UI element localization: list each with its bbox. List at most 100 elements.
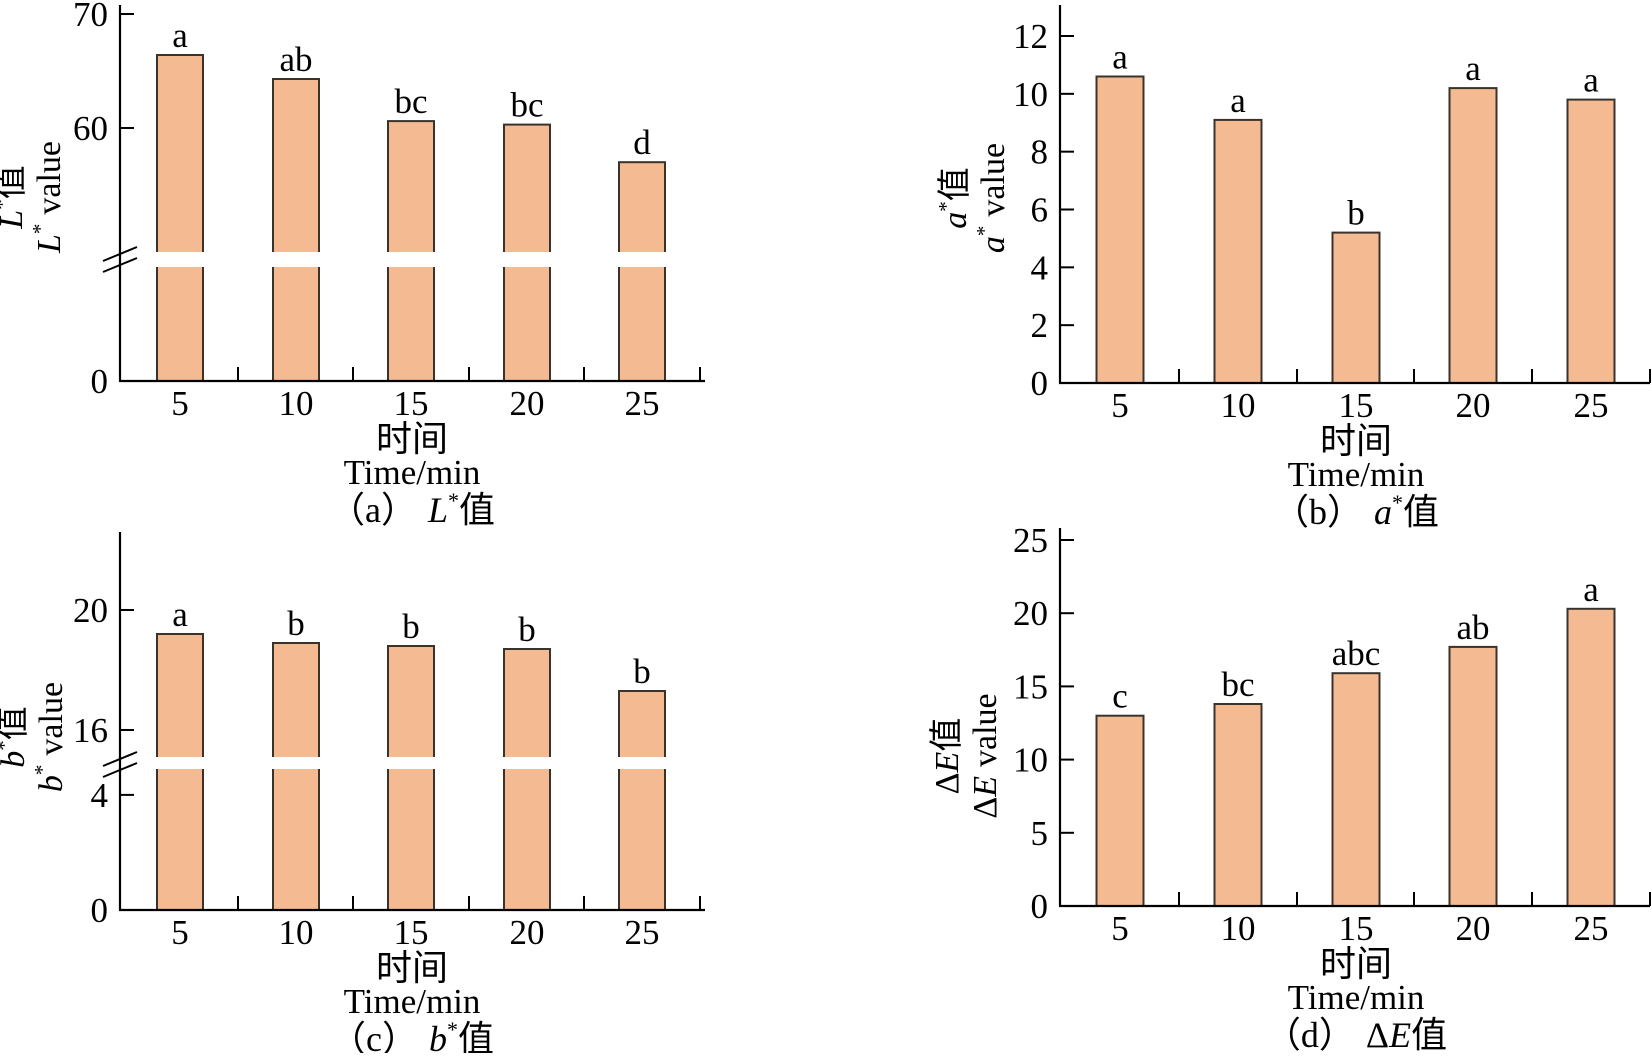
- y-tick-label: 4: [91, 776, 109, 815]
- x-tick-label: 5: [171, 384, 189, 423]
- significance-letter: bc: [1221, 665, 1254, 704]
- ylabel-en: ΔEvalue: [967, 693, 1004, 818]
- significance-letter: b: [287, 604, 305, 643]
- significance-letter: bc: [510, 86, 543, 125]
- significance-letter: a: [1112, 38, 1128, 77]
- bar: [272, 78, 320, 382]
- x-tick-label: 10: [279, 384, 314, 423]
- x-axis-label-cn: 时间: [1320, 944, 1392, 984]
- ylabel-en: a*value: [972, 143, 1012, 253]
- y-tick-label: 16: [73, 711, 108, 750]
- axis-break-glyph: [102, 246, 138, 262]
- significance-letter: a: [1465, 49, 1481, 88]
- axis-break-glyph: [102, 751, 138, 767]
- y-tick-label: 15: [1013, 667, 1048, 706]
- bar-break-gap: [501, 252, 553, 267]
- significance-letter: a: [1583, 61, 1599, 100]
- x-tick-label: 25: [625, 913, 660, 952]
- bar-break-gap: [501, 757, 553, 769]
- panel-caption: （c） b*值: [330, 1017, 494, 1053]
- x-tick-label: 5: [171, 913, 189, 952]
- x-axis-label-cn: 时间: [1320, 421, 1392, 461]
- ylabel-cn: a*值: [934, 167, 974, 229]
- bar-break-gap: [385, 757, 437, 769]
- significance-letter: b: [633, 652, 651, 691]
- x-axis-label-cn: 时间: [376, 948, 448, 988]
- x-tick-label: 25: [625, 384, 660, 423]
- bar-break-gap: [385, 252, 437, 267]
- y-tick-label: 60: [73, 109, 108, 148]
- significance-letter: abc: [1332, 634, 1381, 673]
- ylabel-cn: b*值: [0, 706, 32, 768]
- y-tick-label: 6: [1031, 191, 1049, 230]
- bar: [618, 161, 666, 382]
- x-tick-label: 20: [510, 384, 545, 423]
- significance-letter: b: [518, 610, 536, 649]
- x-tick-label: 20: [1456, 909, 1491, 948]
- y-tick-label: 20: [73, 591, 108, 630]
- significance-letter: a: [172, 16, 188, 55]
- panel-caption: （d） ΔE值: [1265, 1015, 1447, 1053]
- ylabel-cn: L*值: [0, 165, 30, 229]
- x-tick-label: 20: [510, 913, 545, 952]
- x-tick-label: 15: [1339, 386, 1374, 425]
- bar-break-gap: [270, 252, 322, 267]
- bar: [1331, 231, 1381, 384]
- significance-letter: b: [1347, 194, 1365, 233]
- bar: [156, 633, 204, 911]
- axis-break-glyph: [102, 257, 138, 273]
- y-tick-label: 0: [1031, 364, 1049, 403]
- y-tick-label: 2: [1031, 306, 1049, 345]
- significance-letter: a: [172, 595, 188, 634]
- y-tick-label: 12: [1013, 17, 1048, 56]
- panel-caption: （a） L*值: [329, 488, 495, 530]
- y-tick-label: 0: [91, 362, 109, 401]
- x-tick-label: 5: [1111, 909, 1129, 948]
- x-tick-label: 15: [1339, 909, 1374, 948]
- bar: [1566, 98, 1616, 384]
- y-tick-label: 5: [1031, 814, 1049, 853]
- bar: [387, 120, 435, 382]
- bar-break-gap: [616, 252, 668, 267]
- x-tick-label: 10: [1221, 909, 1256, 948]
- y-tick-label: 20: [1013, 594, 1048, 633]
- y-tick-label: 8: [1031, 133, 1049, 172]
- y-tick-label: 25: [1013, 521, 1048, 560]
- x-axis-label-cn: 时间: [376, 419, 448, 459]
- x-axis-label-en: Time/min: [344, 453, 481, 492]
- significance-letter: ab: [1456, 608, 1489, 647]
- bar: [387, 645, 435, 911]
- bar-break-gap: [616, 757, 668, 769]
- y-tick-label: 0: [91, 891, 109, 930]
- y-tick-label: 0: [1031, 887, 1049, 926]
- y-tick-label: 70: [73, 0, 108, 34]
- axis-break-glyph: [102, 762, 138, 778]
- bar-break-gap: [270, 757, 322, 769]
- panel-caption: （b） a*值: [1273, 490, 1439, 532]
- significance-letter: b: [402, 607, 420, 646]
- significance-letter: a: [1583, 570, 1599, 609]
- x-axis-label-en: Time/min: [1288, 455, 1425, 494]
- ylabel-en: L*value: [28, 141, 68, 254]
- bar: [272, 642, 320, 911]
- x-tick-label: 20: [1456, 386, 1491, 425]
- bar: [1448, 87, 1498, 384]
- bar: [503, 648, 551, 911]
- x-tick-label: 15: [394, 913, 429, 952]
- bar: [1095, 714, 1145, 908]
- significance-letter: bc: [394, 82, 427, 121]
- x-axis-label-en: Time/min: [1288, 978, 1425, 1017]
- bar: [1331, 672, 1381, 908]
- x-tick-label: 25: [1574, 386, 1609, 425]
- bar: [1213, 703, 1263, 907]
- bar: [1448, 645, 1498, 908]
- bar: [1213, 118, 1263, 385]
- bar: [156, 54, 204, 382]
- panel-d: c bc abc ab a 0 5 10 15 20 25 5 10 15 20 25 时间Time/min（d…: [928, 521, 1651, 1055]
- x-tick-label: 5: [1111, 386, 1129, 425]
